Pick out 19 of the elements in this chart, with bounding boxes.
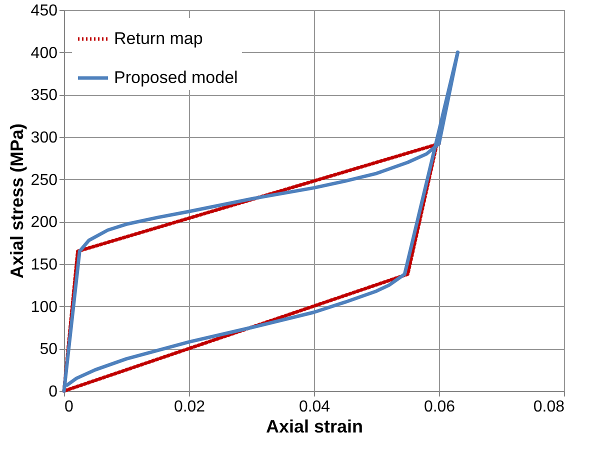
x-tick-label: 0 (64, 398, 74, 416)
x-tick-label: 0.06 (424, 398, 456, 416)
y-tick-label: 450 (30, 2, 58, 20)
y-tick-label: 100 (30, 298, 58, 316)
legend-label: Proposed model (114, 68, 238, 87)
x-axis-title: Axial strain (266, 416, 364, 436)
y-tick-label: 350 (30, 87, 58, 104)
y-tick-label: 200 (30, 214, 58, 232)
y-tick-label: 400 (30, 44, 58, 62)
y-axis-title: Axial stress (MPa) (6, 123, 27, 279)
y-tick-label: 150 (30, 256, 58, 274)
x-tick-label: 0.02 (174, 398, 206, 416)
y-tick-label: 50 (40, 341, 58, 358)
y-tick-label: 300 (30, 130, 58, 146)
x-tick-label: 0.04 (298, 398, 330, 416)
legend-label: Return map (114, 29, 203, 48)
x-tick-label: 0.08 (533, 398, 565, 416)
y-tick-label: 250 (30, 172, 58, 189)
y-tick-label: 0 (48, 384, 58, 400)
